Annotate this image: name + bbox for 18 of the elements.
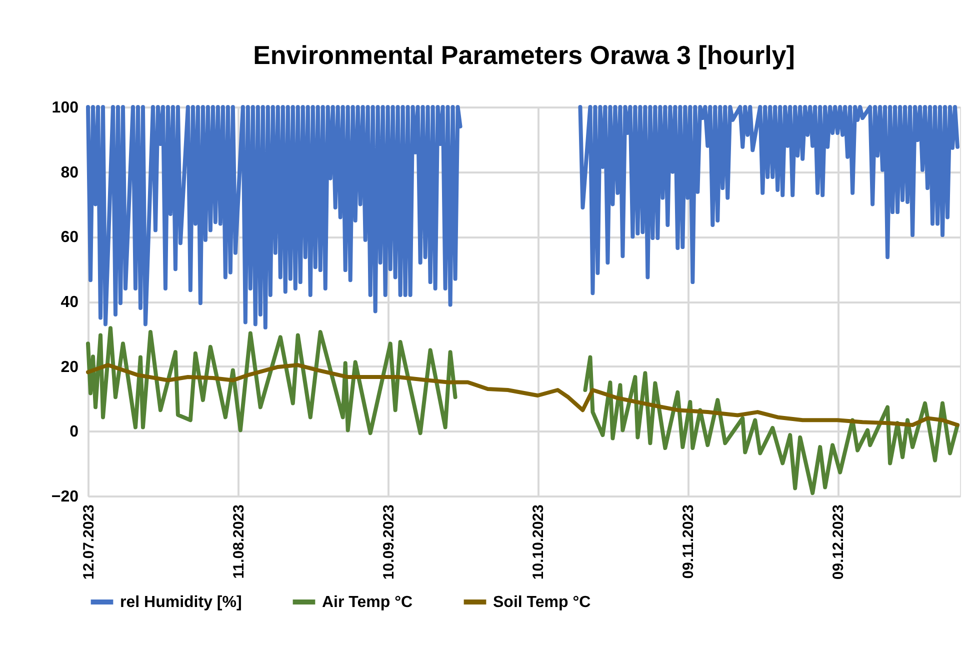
chart-title: Environmental Parameters Orawa 3 [hourly] <box>253 40 795 70</box>
y-tick-label: 40 <box>60 294 79 311</box>
legend-label: Soil Temp °C <box>493 594 592 611</box>
y-tick-label: 100 <box>52 100 79 116</box>
y-tick-label: 20 <box>60 358 79 376</box>
y-tick-label: 80 <box>60 164 79 182</box>
y-tick-label: 0 <box>70 424 79 441</box>
x-tick-label: 10.10.2023 <box>530 504 548 580</box>
x-tick-label: 11.08.2023 <box>230 504 248 579</box>
line-series <box>86 363 960 428</box>
x-tick-label: 09.11.2023 <box>680 504 698 579</box>
x-tick-label: 10.09.2023 <box>380 504 398 580</box>
x-tick-label: 12.07.2023 <box>80 504 98 580</box>
legend-label: Air Temp °C <box>322 594 413 611</box>
y-tick-label: −20 <box>51 488 79 506</box>
y-tick-label: 60 <box>60 229 79 246</box>
legend-label: rel Humidity [%] <box>120 594 242 611</box>
x-tick-label: 09.12.2023 <box>830 504 848 580</box>
